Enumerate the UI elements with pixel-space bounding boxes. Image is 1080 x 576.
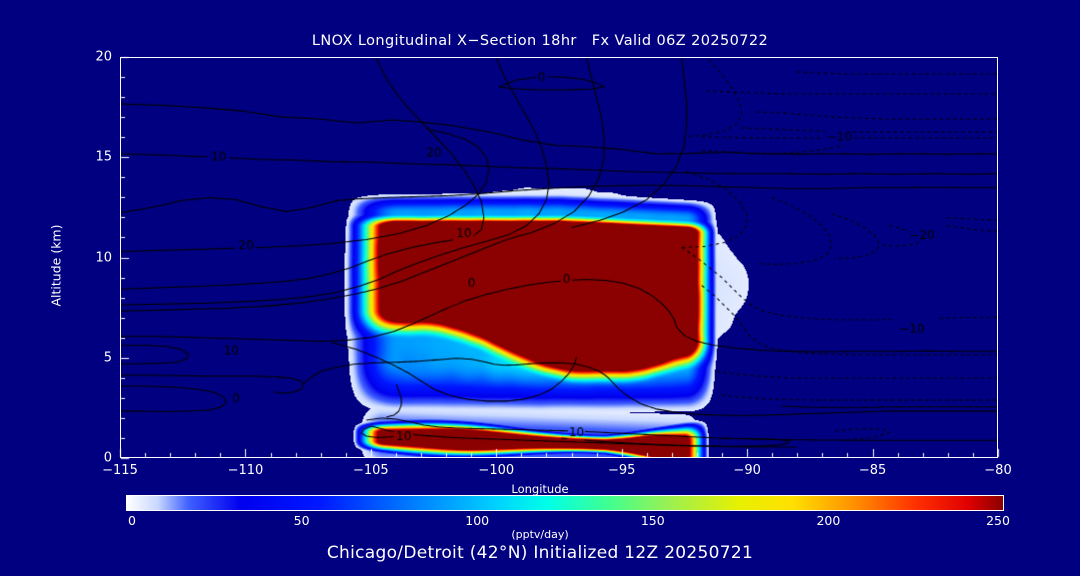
y-tick-label: 15 [95, 149, 112, 165]
chart-caption: Chicago/Detroit (42°N) Initialized 12Z 2… [326, 543, 754, 563]
x-tick-label: −105 [352, 463, 389, 478]
x-tick-label: −110 [227, 463, 264, 478]
colorbar-tick-label: 100 [465, 513, 490, 528]
y-tick-label: 0 [103, 450, 112, 466]
colorbar-tick-label: 150 [640, 513, 665, 528]
chart-title: LNOX Longitudinal X−Section 18hr Fx Vali… [311, 33, 769, 49]
x-tick-label: −85 [858, 463, 887, 478]
cross-section-canvas [121, 58, 997, 457]
x-tick-label: −95 [607, 463, 636, 478]
colorbar-tick-label: 0 [128, 513, 136, 528]
x-tick-label: −90 [733, 463, 761, 478]
x-tick-label: −80 [984, 463, 1012, 478]
x-axis-label: Longitude [511, 482, 569, 496]
colorbar-tick-label: 250 [986, 513, 1010, 528]
colorbar-tick-label: 50 [293, 513, 310, 528]
y-tick-label: 5 [103, 350, 112, 366]
colorbar-gradient [126, 495, 1004, 511]
y-tick-label: 20 [95, 49, 112, 65]
x-tick-label: −100 [478, 463, 515, 478]
y-tick-label: 10 [95, 250, 112, 265]
colorbar-tick-label: 200 [816, 513, 841, 528]
plot-area [120, 57, 998, 458]
colorbar [126, 495, 1004, 511]
colorbar-units-label: (pptv/day) [511, 528, 569, 541]
y-axis-label: Altitude (km) [48, 224, 64, 307]
